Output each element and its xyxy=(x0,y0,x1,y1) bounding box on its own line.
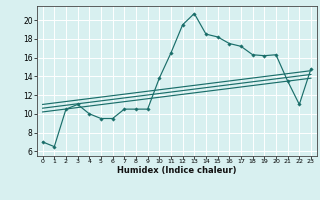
X-axis label: Humidex (Indice chaleur): Humidex (Indice chaleur) xyxy=(117,166,236,175)
